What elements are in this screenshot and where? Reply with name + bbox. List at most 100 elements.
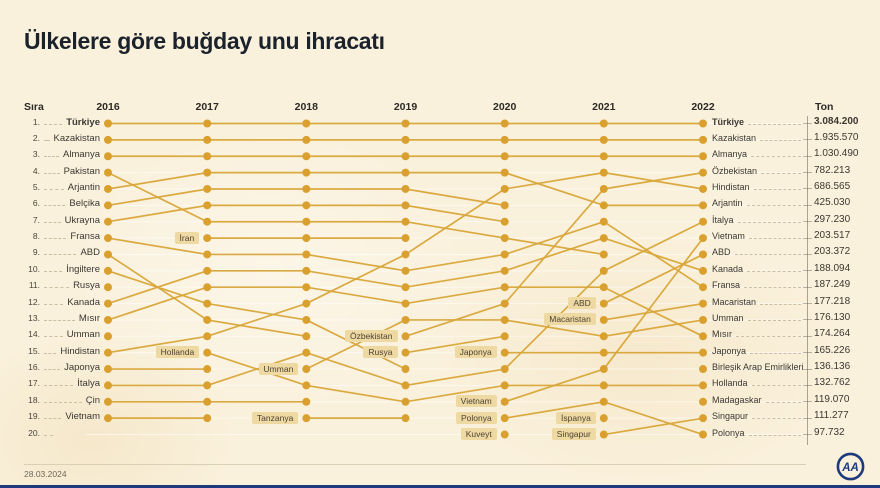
right-list-item: Macaristan (712, 296, 805, 308)
rank-dot (104, 234, 112, 243)
axis-tick (803, 237, 812, 239)
rank-number: 2. (32, 132, 40, 143)
rank-dot (500, 152, 509, 161)
left-list-item: 6. Belçika (18, 197, 100, 209)
country-name: Madagaskar (712, 394, 762, 405)
dashed-leader (761, 172, 801, 174)
ton-value: 97.732 (814, 426, 845, 438)
rank-dot (699, 332, 707, 341)
rank-line-İtalya (603, 220, 704, 272)
dashed-leader (746, 204, 801, 207)
ton-value: 187.249 (814, 279, 851, 291)
country-name: Özbekistan (712, 165, 758, 176)
left-list-item: 14. Umman (18, 328, 100, 340)
rank-dot (500, 315, 509, 324)
rank-dot (401, 397, 410, 406)
dashed-leader (748, 123, 801, 125)
rank-dot (104, 348, 112, 357)
dashed-leader (44, 172, 60, 174)
rank-dot (699, 250, 707, 259)
ton-value: 297.230 (814, 213, 851, 225)
rank-number: 6. (32, 198, 40, 209)
rank-dot (203, 152, 212, 161)
country-name: Almanya (712, 149, 748, 160)
dashed-leader (44, 352, 57, 354)
country-name: Mısır (78, 312, 100, 324)
axis-tick (803, 155, 812, 157)
right-list-item: Mısır (712, 328, 805, 340)
rank-dot (401, 381, 410, 390)
dashed-leader (44, 319, 75, 321)
rank-dot (599, 365, 608, 374)
axis-tick (803, 319, 812, 321)
country-name: ABD (712, 247, 731, 258)
country-name: Polonya (712, 427, 745, 438)
left-list-item: 15. Hindistan (18, 345, 100, 357)
rank-dot (500, 365, 509, 374)
rank-dot (203, 348, 212, 357)
dashed-leader (44, 253, 77, 256)
ton-column-header: Ton (815, 101, 834, 113)
axis-tick (803, 286, 812, 288)
entry-label-chip-Polonya: Polonya (455, 411, 497, 424)
dashed-leader (750, 352, 801, 354)
rank-dot (401, 201, 410, 210)
rank-dot (401, 332, 410, 341)
rank-dot (599, 119, 608, 128)
dashed-leader (747, 319, 801, 321)
entry-label-chip-Macaristan: Macaristan (544, 313, 596, 326)
rank-dot (699, 168, 707, 177)
axis-tick (803, 204, 812, 206)
dashed-leader (44, 335, 63, 338)
rank-line-Belçika (107, 188, 208, 207)
year-header-2016: 2016 (96, 101, 120, 113)
rank-dot (302, 266, 311, 275)
rank-number: 11. (28, 280, 40, 291)
rank-dot (104, 365, 112, 374)
ton-value: 203.372 (814, 246, 851, 258)
rank-number: 13. (28, 312, 40, 323)
rank-dot (500, 250, 509, 259)
right-list-item: ABD (712, 246, 805, 258)
rank-dot (401, 135, 410, 144)
rank-line-İtalya (306, 351, 406, 387)
entry-label-chip-Kuveyt: Kuveyt (460, 428, 497, 441)
rank-dot (699, 217, 707, 226)
rank-line-Umman (305, 319, 406, 370)
rank-line-Singapur (603, 417, 704, 436)
rank-dot (599, 250, 608, 259)
country-name: Japonya (64, 362, 100, 374)
rank-number: 19. (28, 411, 40, 422)
rank-dot (104, 397, 112, 406)
country-name: Vietnam (712, 231, 745, 242)
right-list-item: Madagaskar (712, 394, 805, 406)
footer-divider (24, 464, 806, 465)
rank-dot (699, 315, 707, 324)
rank-dot (203, 283, 212, 292)
ton-value: 136.136 (814, 361, 851, 373)
dashed-leader (44, 368, 61, 371)
rank-line-Ukrayna (107, 204, 208, 223)
dashed-leader (44, 303, 64, 305)
ton-value: 3.084.200 (814, 115, 859, 127)
country-name: Arjantin (712, 198, 743, 209)
right-list-item: Hollanda (712, 377, 805, 389)
rank-dot (401, 315, 410, 324)
rank-number: 1. (32, 116, 40, 127)
axis-tick (803, 139, 812, 141)
rank-dot (500, 381, 509, 390)
rank-line-İngiltere (207, 302, 307, 321)
rank-dot (203, 414, 212, 423)
rank-dot (699, 299, 707, 308)
country-name: Macaristan (712, 296, 757, 307)
country-name: Kanada (67, 296, 100, 308)
rank-dot (401, 152, 410, 161)
ton-value: 132.762 (814, 377, 851, 389)
country-name: Hollanda (712, 378, 748, 389)
country-name: Fransa (712, 280, 741, 291)
axis-tick (803, 172, 812, 174)
rank-dot (500, 397, 509, 406)
country-name: Umman (712, 312, 744, 323)
rank-dot (401, 184, 410, 193)
rank-dot (599, 217, 608, 226)
